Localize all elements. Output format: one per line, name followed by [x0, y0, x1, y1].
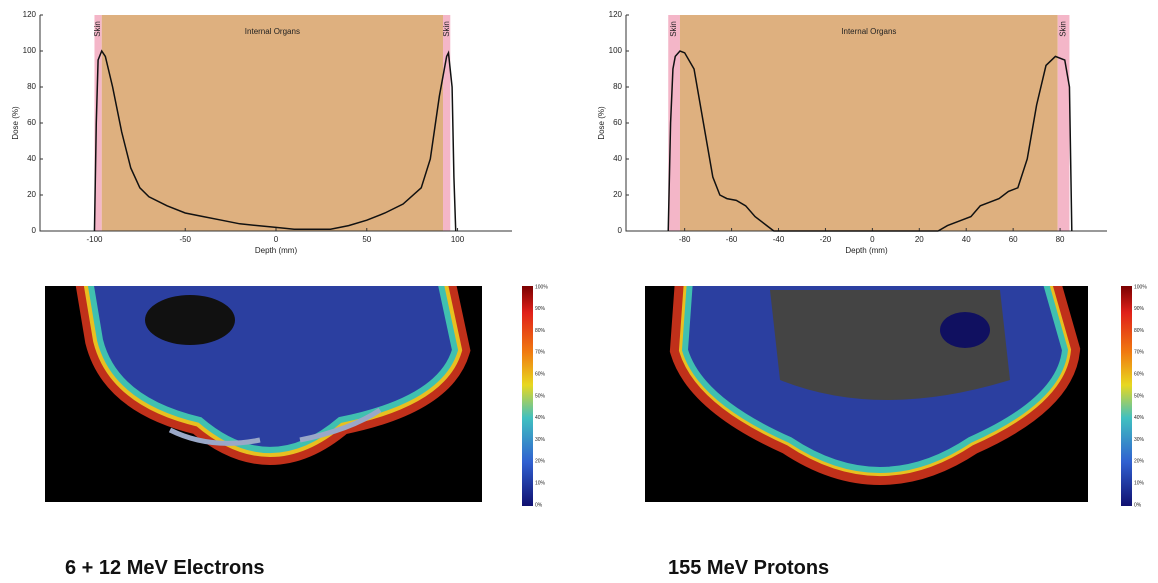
- y-tick-label: 100: [23, 46, 37, 55]
- y-tick-label: 120: [23, 10, 37, 19]
- colorbar-label: 60%: [1134, 372, 1145, 378]
- colorbar: [522, 286, 533, 506]
- x-tick-label: 80: [1056, 235, 1065, 244]
- colorbar-label: 30%: [1134, 437, 1145, 443]
- x-tick-label: 100: [451, 235, 465, 244]
- caption: 6 + 12 MeV Electrons: [65, 557, 265, 579]
- colorbar-label: 0%: [1134, 502, 1142, 508]
- y-tick-label: 20: [613, 190, 622, 199]
- x-tick-label: 20: [915, 235, 924, 244]
- region: [101, 15, 444, 231]
- region-label: Skin: [442, 21, 451, 37]
- y-axis-label: Dose (%): [597, 106, 606, 140]
- x-axis-label: Depth (mm): [255, 246, 298, 255]
- region-label: Skin: [93, 21, 102, 37]
- y-tick-label: 0: [618, 226, 623, 235]
- x-tick-label: 60: [1009, 235, 1018, 244]
- colorbar-label: 100%: [1134, 284, 1147, 290]
- y-tick-label: 120: [609, 10, 623, 19]
- y-tick-label: 20: [27, 190, 36, 199]
- colorbar-label: 40%: [1134, 415, 1145, 421]
- colorbar-label: 80%: [1134, 328, 1145, 334]
- x-tick-label: -20: [820, 235, 832, 244]
- colorbar-label: 50%: [1134, 393, 1145, 399]
- y-tick-label: 40: [613, 154, 622, 163]
- colorbar-label: 70%: [535, 350, 546, 356]
- y-tick-label: 100: [609, 46, 623, 55]
- x-tick-label: 40: [962, 235, 971, 244]
- y-tick-label: 80: [613, 82, 622, 91]
- colorbar-label: 40%: [535, 415, 546, 421]
- region: [94, 15, 102, 231]
- dose-curve: [93, 49, 457, 232]
- dose-curve: [667, 50, 1073, 232]
- dose-map-protons: [645, 286, 1088, 502]
- region: [668, 15, 680, 231]
- x-tick-label: -60: [726, 235, 738, 244]
- x-tick-label: 0: [870, 235, 875, 244]
- colorbar: [1121, 286, 1132, 506]
- x-tick-label: -80: [679, 235, 691, 244]
- x-tick-label: 50: [362, 235, 371, 244]
- colorbar-label: 10%: [1134, 481, 1145, 487]
- y-axis-label: Dose (%): [11, 106, 20, 140]
- x-tick-label: -100: [86, 235, 103, 244]
- y-tick-label: 80: [27, 82, 36, 91]
- colorbar-label: 10%: [535, 481, 546, 487]
- x-tick-label: 0: [274, 235, 279, 244]
- colorbar-label: 60%: [535, 372, 546, 378]
- region-label: Internal Organs: [841, 27, 896, 36]
- x-tick-label: -40: [773, 235, 785, 244]
- colorbar-label: 70%: [1134, 350, 1145, 356]
- y-tick-label: 60: [613, 118, 622, 127]
- region: [443, 15, 451, 231]
- colorbar-label: 100%: [535, 284, 548, 290]
- colorbar-label: 20%: [1134, 459, 1145, 465]
- caption: 155 MeV Protons: [668, 557, 829, 579]
- region-label: Skin: [669, 21, 678, 37]
- y-tick-label: 60: [27, 118, 36, 127]
- colorbar-label: 80%: [535, 328, 546, 334]
- colorbar-label: 0%: [535, 502, 543, 508]
- colorbar-label: 20%: [535, 459, 546, 465]
- y-tick-label: 0: [32, 226, 37, 235]
- colorbar-label: 30%: [535, 437, 546, 443]
- y-tick-label: 40: [27, 154, 36, 163]
- colorbar-label: 90%: [1134, 306, 1145, 312]
- colorbar-label: 50%: [535, 393, 546, 399]
- region-label: Internal Organs: [245, 27, 300, 36]
- region: [679, 15, 1058, 231]
- x-axis-label: Depth (mm): [845, 246, 888, 255]
- region: [1057, 15, 1070, 231]
- region-label: Skin: [1059, 21, 1068, 37]
- x-tick-label: -50: [179, 235, 191, 244]
- colorbar-label: 90%: [535, 306, 546, 312]
- dose-map-electrons: [45, 286, 482, 502]
